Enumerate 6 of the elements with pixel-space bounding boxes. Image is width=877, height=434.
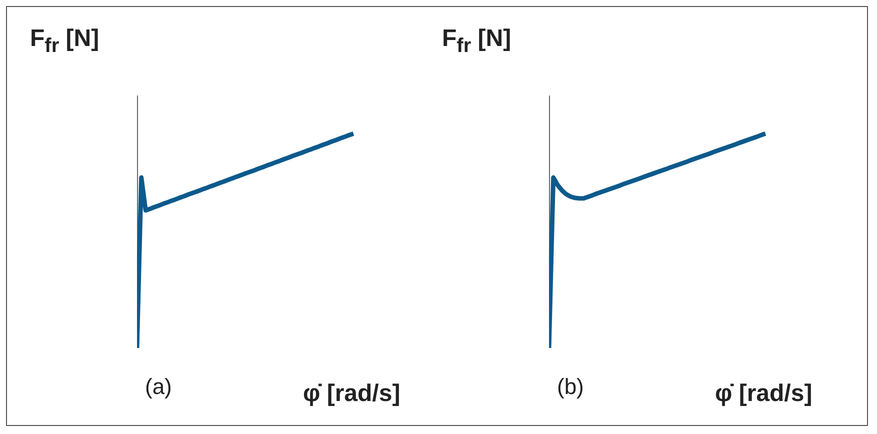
text: (a) xyxy=(145,374,172,400)
text: (b) xyxy=(557,374,584,400)
y-axis-title: F$_{fr}$ [N] xyxy=(442,25,512,58)
x-axis-title: φ̇ [rad/s] xyxy=(303,380,400,408)
y-axis-title: F$_{fr}$ [N] xyxy=(30,25,100,58)
x-axis-title: φ̇ [rad/s] xyxy=(715,380,812,408)
